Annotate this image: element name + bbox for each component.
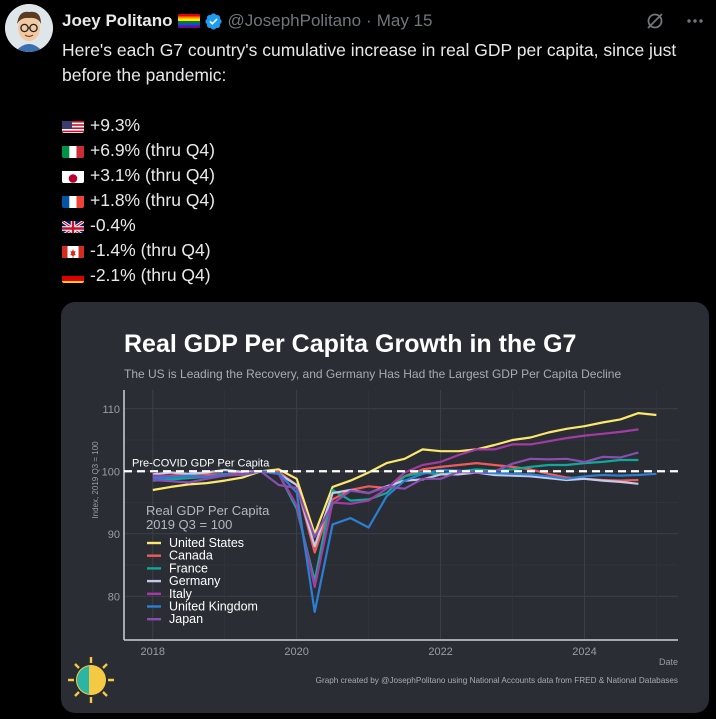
- japan-flag-glyph: [62, 171, 84, 183]
- x-tick-label: 2022: [428, 646, 452, 658]
- x-tick-label: 2024: [572, 646, 596, 658]
- italy-flag-glyph: [62, 146, 84, 158]
- stat-text-uk: -0.4%: [90, 215, 136, 235]
- stat-list: +9.3% +6.9% (thru Q4) +3.1% (thru Q4) +1…: [62, 113, 215, 288]
- y-tick-label: 80: [108, 591, 120, 603]
- legend-title: Real GDP Per Capita: [146, 503, 270, 518]
- series-line-japan: [152, 451, 639, 538]
- germany-flag-icon: [62, 268, 84, 283]
- uk-flag-icon: [62, 218, 84, 233]
- legend-subtitle: 2019 Q3 = 100: [146, 517, 232, 532]
- france-flag-icon: [62, 193, 84, 208]
- france-flag-glyph: [62, 196, 84, 208]
- stat-text-japan: +3.1% (thru Q4): [90, 165, 215, 185]
- chart-title: Real GDP Per Capita Growth in the G7: [124, 330, 576, 358]
- rainbow-flag-icon: [177, 14, 200, 28]
- grok-glyph: [647, 13, 663, 29]
- stat-text-france: +1.8% (thru Q4): [90, 190, 215, 210]
- more-options-icon[interactable]: [684, 10, 706, 32]
- tweet-date[interactable]: May 15: [376, 11, 433, 30]
- plot-area: 80 90 100 110 2018 2020 2022 2024 Pre-COVID GDP …: [102, 390, 678, 658]
- chart-image-card[interactable]: Real GDP Per Capita Growth in the G7 The…: [61, 302, 709, 713]
- y-axis-label: Index, 2019 Q3 = 100: [91, 441, 100, 519]
- chart-subtitle: The US is Leading the Recovery, and Germ…: [124, 367, 621, 381]
- y-tick-label: 90: [108, 529, 120, 541]
- italy-flag-icon: [62, 143, 84, 158]
- more-dots-glyph: [687, 19, 703, 23]
- stat-row-us: +9.3%: [62, 113, 215, 138]
- x-tick-label: 2020: [284, 646, 308, 658]
- sun-logo-icon: [68, 657, 114, 703]
- uk-flag-glyph: [62, 219, 84, 233]
- stat-text-us: +9.3%: [90, 115, 141, 135]
- verified-badge-icon: [204, 12, 222, 30]
- canada-flag-icon: [62, 243, 84, 258]
- chart-credit: Graph created by @JosephPolitano using N…: [316, 676, 678, 685]
- stat-text-italy: +6.9% (thru Q4): [90, 140, 215, 160]
- germany-flag-glyph: [62, 271, 84, 283]
- stat-row-uk: -0.4%: [62, 213, 215, 238]
- y-tick-label: 110: [102, 404, 120, 416]
- legend-entry: Germany: [169, 574, 221, 588]
- reference-line-label: Pre-COVID GDP Per Capita: [132, 457, 270, 469]
- x-axis-label: Date: [659, 657, 678, 667]
- us-flag-glyph: [62, 121, 84, 133]
- tweet-text: Here's each G7 country's cumulative incr…: [62, 40, 677, 85]
- canada-flag-glyph: [62, 246, 84, 258]
- series-line-united-states: [152, 412, 657, 535]
- header-separator: ·: [366, 11, 372, 30]
- author-handle[interactable]: @JosephPolitano: [227, 11, 362, 30]
- legend-entry: United States: [169, 536, 244, 550]
- author-name[interactable]: Joey Politano: [62, 11, 173, 30]
- stat-row-canada: -1.4% (thru Q4): [62, 238, 215, 263]
- grok-icon[interactable]: [644, 10, 666, 32]
- japan-flag-icon: [62, 168, 84, 183]
- legend-entry: Italy: [169, 587, 193, 601]
- tweet-header: Joey Politano @JosephPolitano · May 15: [62, 10, 432, 32]
- legend-entry: United Kingdom: [169, 600, 258, 614]
- us-flag-icon: [62, 118, 84, 133]
- y-tick-label: 100: [102, 466, 120, 478]
- x-tick-label: 2018: [141, 646, 165, 658]
- stat-row-germany: -2.1% (thru Q4): [62, 263, 215, 288]
- stat-row-japan: +3.1% (thru Q4): [62, 163, 215, 188]
- stat-row-italy: +6.9% (thru Q4): [62, 138, 215, 163]
- legend-entry: Canada: [169, 549, 213, 563]
- avatar-illustration: [5, 4, 53, 52]
- gdp-chart: Real GDP Per Capita Growth in the G7 The…: [68, 330, 678, 703]
- legend-entry: Japan: [169, 612, 203, 626]
- tweet-actions-top: [644, 10, 706, 32]
- stat-row-france: +1.8% (thru Q4): [62, 188, 215, 213]
- stat-text-canada: -1.4% (thru Q4): [90, 240, 211, 260]
- avatar[interactable]: [5, 4, 53, 52]
- legend-entry: France: [169, 561, 208, 575]
- stat-text-germany: -2.1% (thru Q4): [90, 265, 211, 285]
